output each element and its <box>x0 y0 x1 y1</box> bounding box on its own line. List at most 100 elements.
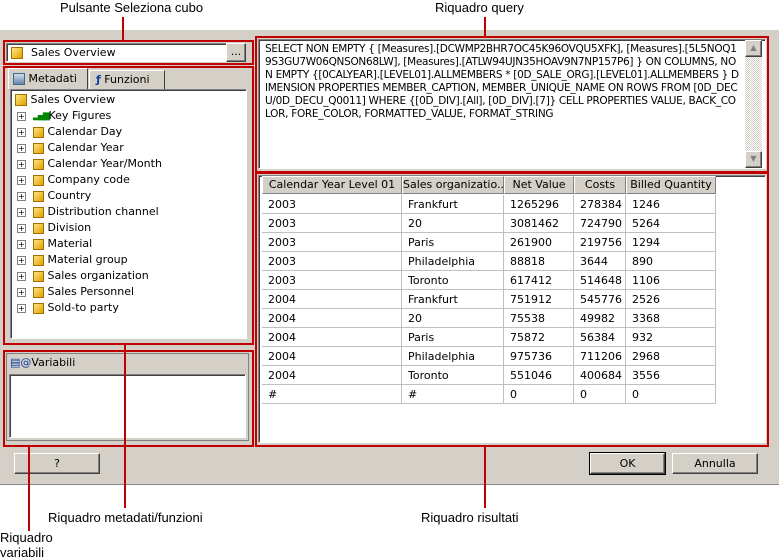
table-cell: 20 <box>402 309 504 328</box>
expand-icon[interactable]: + <box>17 175 26 185</box>
tree-label: Company code <box>47 173 130 186</box>
cube-selector[interactable]: Sales Overview <box>6 43 246 62</box>
column-header[interactable]: Calendar Year Level 01 <box>262 176 402 194</box>
tree-item[interactable]: + ▂▄▆ Key Figures <box>17 108 111 124</box>
variables-list[interactable] <box>9 374 246 438</box>
tab-label: Funzioni <box>104 73 150 86</box>
query-editor[interactable]: SELECT NON EMPTY { [Measures].[DCWMP2BHR… <box>258 39 766 169</box>
dimension-icon <box>33 190 44 202</box>
table-cell: Frankfurt <box>402 195 504 214</box>
callout-line <box>484 447 486 508</box>
table-cell: 724790 <box>574 214 626 233</box>
tree-item[interactable]: + Sold-to party <box>17 300 119 316</box>
column-header[interactable]: Sales organizatio... <box>402 176 504 194</box>
table-cell: 2968 <box>626 347 716 366</box>
tree-item[interactable]: + Division <box>17 220 91 236</box>
table-cell: 0 <box>504 385 574 404</box>
expand-icon[interactable]: + <box>17 287 26 297</box>
highlight-query-pane <box>255 36 769 173</box>
table-cell: 75872 <box>504 328 574 347</box>
tree-item[interactable]: + Material <box>17 236 92 252</box>
column-header[interactable]: Billed Quantity <box>626 176 716 194</box>
tree-label: Sold-to party <box>47 301 119 314</box>
table-cell: 219756 <box>574 233 626 252</box>
table-cell: 2003 <box>262 271 402 290</box>
expand-icon[interactable]: + <box>17 159 26 169</box>
table-cell: 2526 <box>626 290 716 309</box>
table-cell: 2004 <box>262 309 402 328</box>
expand-icon[interactable]: + <box>17 143 26 153</box>
callout-line <box>28 447 30 531</box>
help-button[interactable]: ? <box>14 453 100 474</box>
tree-item[interactable]: + Distribution channel <box>17 204 159 220</box>
dimension-icon <box>33 174 44 186</box>
expand-icon[interactable]: + <box>17 223 26 233</box>
dimension-icon <box>33 238 44 250</box>
table-cell: 711206 <box>574 347 626 366</box>
highlight-variables-pane <box>3 350 254 447</box>
table-cell: 545776 <box>574 290 626 309</box>
table-cell: 2003 <box>262 233 402 252</box>
dimension-icon <box>33 142 44 154</box>
expand-icon[interactable]: + <box>17 303 26 313</box>
tab-metadati[interactable]: Metadati <box>8 68 88 89</box>
table-cell: Frankfurt <box>402 290 504 309</box>
tree-label: Sales organization <box>47 269 149 282</box>
table-cell: # <box>402 385 504 404</box>
expand-icon[interactable]: + <box>17 255 26 265</box>
table-cell: 2003 <box>262 214 402 233</box>
scroll-down-button[interactable]: ▼ <box>745 151 762 168</box>
ok-button[interactable]: OK <box>589 452 666 475</box>
table-cell: 751912 <box>504 290 574 309</box>
tree-item[interactable]: + Calendar Day <box>17 124 122 140</box>
table-cell: 1265296 <box>504 195 574 214</box>
expand-icon[interactable]: + <box>17 239 26 249</box>
table-cell: 2003 <box>262 252 402 271</box>
tree-item[interactable]: + Calendar Year <box>17 140 124 156</box>
expand-icon[interactable]: + <box>17 127 26 137</box>
table-cell: Toronto <box>402 271 504 290</box>
tree-item[interactable]: + Calendar Year/Month <box>17 156 162 172</box>
tree-item[interactable]: + Company code <box>17 172 130 188</box>
expand-icon[interactable]: + <box>17 191 26 201</box>
dimension-icon <box>33 254 44 266</box>
table-cell: 1294 <box>626 233 716 252</box>
variables-pane: ▤@Variabili <box>6 353 249 441</box>
tree-label: Sales Personnel <box>47 285 135 298</box>
table-cell: 1106 <box>626 271 716 290</box>
variables-title: Variabili <box>31 356 76 369</box>
dimension-icon <box>33 158 44 170</box>
tree-root[interactable]: Sales Overview <box>15 92 115 108</box>
highlight-results-pane <box>255 172 769 447</box>
callout-metadata-pane: Riquadro metadati/funzioni <box>48 510 203 525</box>
tree-item[interactable]: + Country <box>17 188 91 204</box>
function-icon: ƒ <box>96 73 101 86</box>
select-cube-button[interactable]: ... <box>226 43 246 62</box>
query-scrollbar[interactable]: ▲ ▼ <box>745 40 762 168</box>
column-header[interactable]: Net Value <box>504 176 574 194</box>
tree-item[interactable]: + Material group <box>17 252 128 268</box>
column-header[interactable]: Costs <box>574 176 626 194</box>
expand-icon[interactable]: + <box>17 207 26 217</box>
table-cell: 5264 <box>626 214 716 233</box>
expand-icon[interactable]: + <box>17 111 26 121</box>
dimension-icon <box>33 302 44 314</box>
highlight-cube-button <box>3 40 254 65</box>
tree-item[interactable]: + Sales organization <box>17 268 149 284</box>
cancel-button[interactable]: Annulla <box>672 453 758 474</box>
tab-funzioni[interactable]: ƒ Funzioni <box>89 70 165 89</box>
metadata-tree[interactable]: Sales Overview + ▂▄▆ Key Figures + Calend… <box>10 89 247 339</box>
results-grid[interactable]: Calendar Year Level 01 Sales organizatio.… <box>258 175 766 443</box>
table-cell: 278384 <box>574 195 626 214</box>
tree-label: Division <box>47 221 92 234</box>
table-cell: 2004 <box>262 347 402 366</box>
tree-label: Distribution channel <box>47 205 159 218</box>
scroll-up-button[interactable]: ▲ <box>745 40 762 57</box>
table-cell: 0 <box>626 385 716 404</box>
table-cell: 890 <box>626 252 716 271</box>
tree-item[interactable]: + Sales Personnel <box>17 284 134 300</box>
dimension-icon <box>33 126 44 138</box>
tree-label: Calendar Year <box>47 141 124 154</box>
callout-line <box>122 17 124 41</box>
expand-icon[interactable]: + <box>17 271 26 281</box>
